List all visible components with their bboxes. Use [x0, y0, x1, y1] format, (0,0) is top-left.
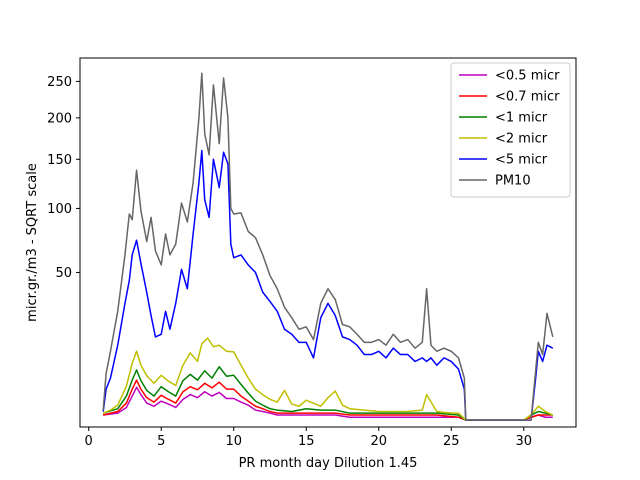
x-tick-label: 0	[85, 434, 93, 449]
legend-label: <0.7 micr	[495, 90, 560, 105]
legend-label: <5 micr	[495, 153, 548, 168]
legend-label: <1 micr	[495, 111, 548, 126]
x-tick-label: 10	[225, 434, 242, 449]
x-axis: 0 5 10 15 20 25 30	[85, 427, 533, 449]
x-tick-label: 30	[516, 434, 533, 449]
legend: <0.5 micr <0.7 micr <1 micr <2 micr <5 micr P…	[450, 62, 571, 198]
x-tick-label: 20	[370, 434, 387, 449]
legend-label: <0.5 micr	[495, 69, 560, 84]
series-line-5	[102, 72, 554, 421]
y-tick-label: 100	[47, 202, 72, 217]
x-axis-label: PR month day Dilution 1.45	[239, 456, 418, 471]
series-line-3	[102, 337, 554, 421]
y-tick-label: 50	[55, 266, 72, 281]
series-line-4	[102, 149, 554, 421]
y-tick-label: 250	[47, 75, 72, 90]
legend-label: PM10	[495, 174, 531, 189]
y-tick-label: 150	[47, 153, 72, 168]
series-line-2	[102, 365, 553, 421]
x-tick-label: 25	[443, 434, 460, 449]
y-axis: 50 100 150 200 250	[47, 75, 80, 281]
y-axis-label: micr.gr./m3 - SQRT scale	[25, 163, 40, 322]
legend-label: <2 micr	[495, 132, 548, 147]
plot-area-frame	[79, 57, 577, 428]
x-tick-label: 15	[298, 434, 315, 449]
x-tick-label: 5	[157, 434, 165, 449]
series-line-1	[103, 379, 553, 421]
y-tick-label: 200	[47, 111, 72, 126]
series-layer	[102, 72, 554, 421]
